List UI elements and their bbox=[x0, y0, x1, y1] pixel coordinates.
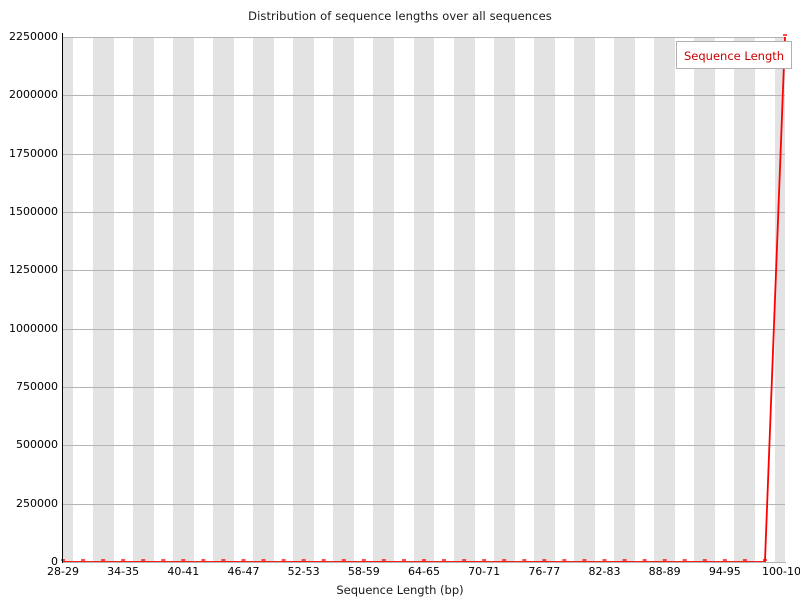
series-line-layer bbox=[61, 34, 787, 563]
gridline bbox=[63, 154, 785, 155]
y-tick-label: 0 bbox=[51, 555, 58, 568]
plot-area bbox=[61, 34, 787, 563]
x-tick-label: 76-77 bbox=[528, 565, 561, 578]
x-tick-label: 52-53 bbox=[287, 565, 320, 578]
background-band bbox=[533, 37, 555, 562]
x-tick-label: 46-47 bbox=[227, 565, 260, 578]
background-band bbox=[333, 37, 355, 562]
y-axis-tick-labels: 2250000 2000000 1750000 1500000 1250000 10000… bbox=[0, 0, 58, 600]
gridline bbox=[63, 445, 785, 446]
background-band bbox=[63, 37, 74, 562]
background-band bbox=[774, 37, 785, 562]
y-tick-label: 1500000 bbox=[9, 205, 58, 218]
background-band bbox=[453, 37, 475, 562]
background-band bbox=[574, 37, 595, 562]
gridline bbox=[63, 504, 785, 505]
background-band bbox=[614, 37, 635, 562]
y-tick-label: 1750000 bbox=[9, 146, 58, 160]
x-tick-label: 82-83 bbox=[588, 565, 621, 578]
background-band bbox=[734, 37, 756, 562]
background-band bbox=[373, 37, 395, 562]
x-tick-label: 40-41 bbox=[167, 565, 200, 578]
gridline bbox=[63, 387, 785, 388]
background-band bbox=[172, 37, 194, 562]
x-tick-label: 64-65 bbox=[408, 565, 440, 578]
x-tick-label: 58-59 bbox=[347, 565, 380, 578]
y-tick-label: 500000 bbox=[16, 438, 58, 452]
x-axis-title: Sequence Length (bp) bbox=[336, 583, 464, 597]
background-band bbox=[694, 37, 716, 562]
y-tick-label: 1250000 bbox=[9, 263, 58, 277]
y-tick-label: 250000 bbox=[16, 496, 58, 510]
y-tick-label: 2000000 bbox=[9, 88, 58, 102]
legend: Sequence Length bbox=[676, 41, 793, 69]
y-tick-label: 1000000 bbox=[9, 321, 58, 335]
gridline bbox=[63, 270, 785, 271]
sequence-length-line bbox=[63, 36, 786, 563]
x-tick-label: 100-101 bbox=[762, 565, 800, 578]
background-band bbox=[293, 37, 315, 562]
background-band bbox=[413, 37, 435, 562]
gridline bbox=[63, 212, 785, 213]
x-tick-label: 88-89 bbox=[648, 565, 681, 578]
x-tick-label: 28-29 bbox=[47, 565, 79, 578]
sequence-length-markers bbox=[61, 34, 787, 561]
background-band bbox=[92, 37, 114, 562]
gridline bbox=[63, 37, 785, 38]
chart-title: Distribution of sequence lengths over al… bbox=[248, 9, 552, 23]
x-tick-label: 70-71 bbox=[468, 565, 501, 578]
gridline bbox=[63, 95, 785, 96]
y-axis-line bbox=[62, 33, 64, 563]
background-band bbox=[253, 37, 274, 562]
legend-item-sequence-length: Sequence Length bbox=[684, 49, 785, 63]
x-tick-label: 94-95 bbox=[708, 565, 741, 578]
background-band bbox=[132, 37, 154, 562]
y-tick-label: 750000 bbox=[16, 380, 58, 393]
gridline bbox=[63, 329, 785, 330]
background-band bbox=[654, 37, 676, 562]
background-band bbox=[213, 37, 234, 562]
x-tick-label: 34-35 bbox=[107, 565, 140, 578]
background-band bbox=[493, 37, 515, 562]
x-axis-line bbox=[63, 562, 786, 563]
y-tick-label: 2250000 bbox=[9, 30, 58, 43]
